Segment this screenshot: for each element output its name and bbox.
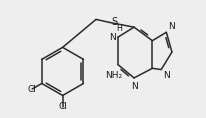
Text: Cl: Cl (58, 102, 67, 111)
Text: N: N (109, 33, 116, 42)
Text: S: S (112, 17, 118, 27)
Text: N: N (168, 22, 175, 31)
Text: Cl: Cl (28, 84, 36, 94)
Text: NH₂: NH₂ (105, 71, 122, 80)
Text: N: N (131, 82, 137, 91)
Text: H: H (116, 24, 122, 33)
Text: N: N (163, 71, 170, 80)
